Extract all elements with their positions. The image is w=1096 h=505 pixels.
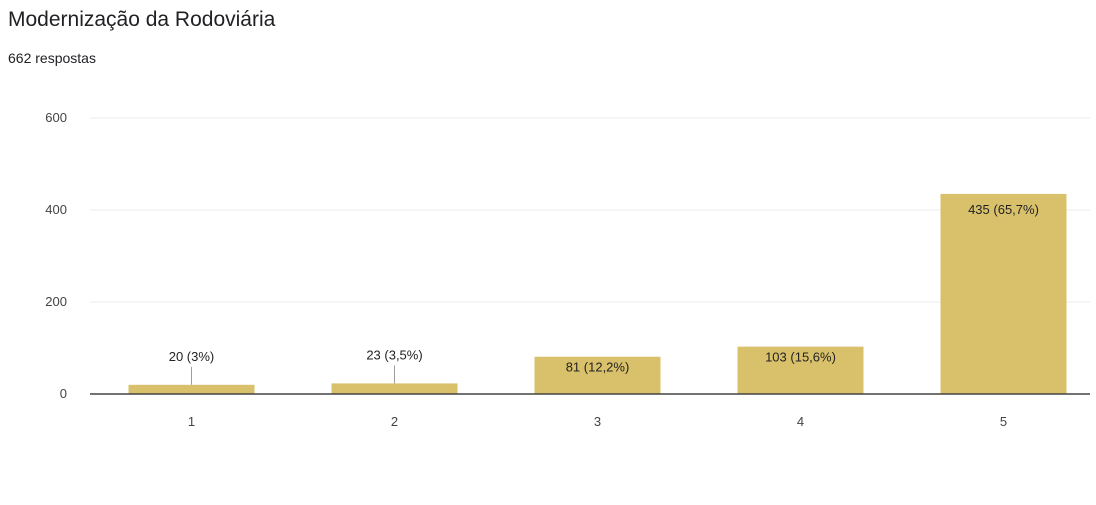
bar <box>940 193 1067 394</box>
y-tick-label: 400 <box>45 202 67 217</box>
data-label: 435 (65,7%) <box>968 202 1039 217</box>
y-tick-label: 600 <box>45 110 67 125</box>
x-tick-label: 1 <box>188 414 195 429</box>
x-tick-label: 3 <box>594 414 601 429</box>
data-label: 23 (3,5%) <box>366 347 422 362</box>
y-tick-label: 200 <box>45 294 67 309</box>
chart-title: Modernização da Rodoviária <box>8 8 276 31</box>
x-tick-label: 2 <box>391 414 398 429</box>
x-tick-label: 4 <box>797 414 804 429</box>
x-tick-label: 5 <box>1000 414 1007 429</box>
y-tick-label: 0 <box>60 386 67 401</box>
bar <box>128 384 255 394</box>
data-label: 20 (3%) <box>169 349 215 364</box>
bar <box>534 356 661 394</box>
bar <box>331 383 458 394</box>
data-label: 103 (15,6%) <box>765 350 836 365</box>
response-count: 662 respostas <box>8 50 96 66</box>
data-label: 81 (12,2%) <box>566 360 630 375</box>
bar <box>737 346 864 394</box>
